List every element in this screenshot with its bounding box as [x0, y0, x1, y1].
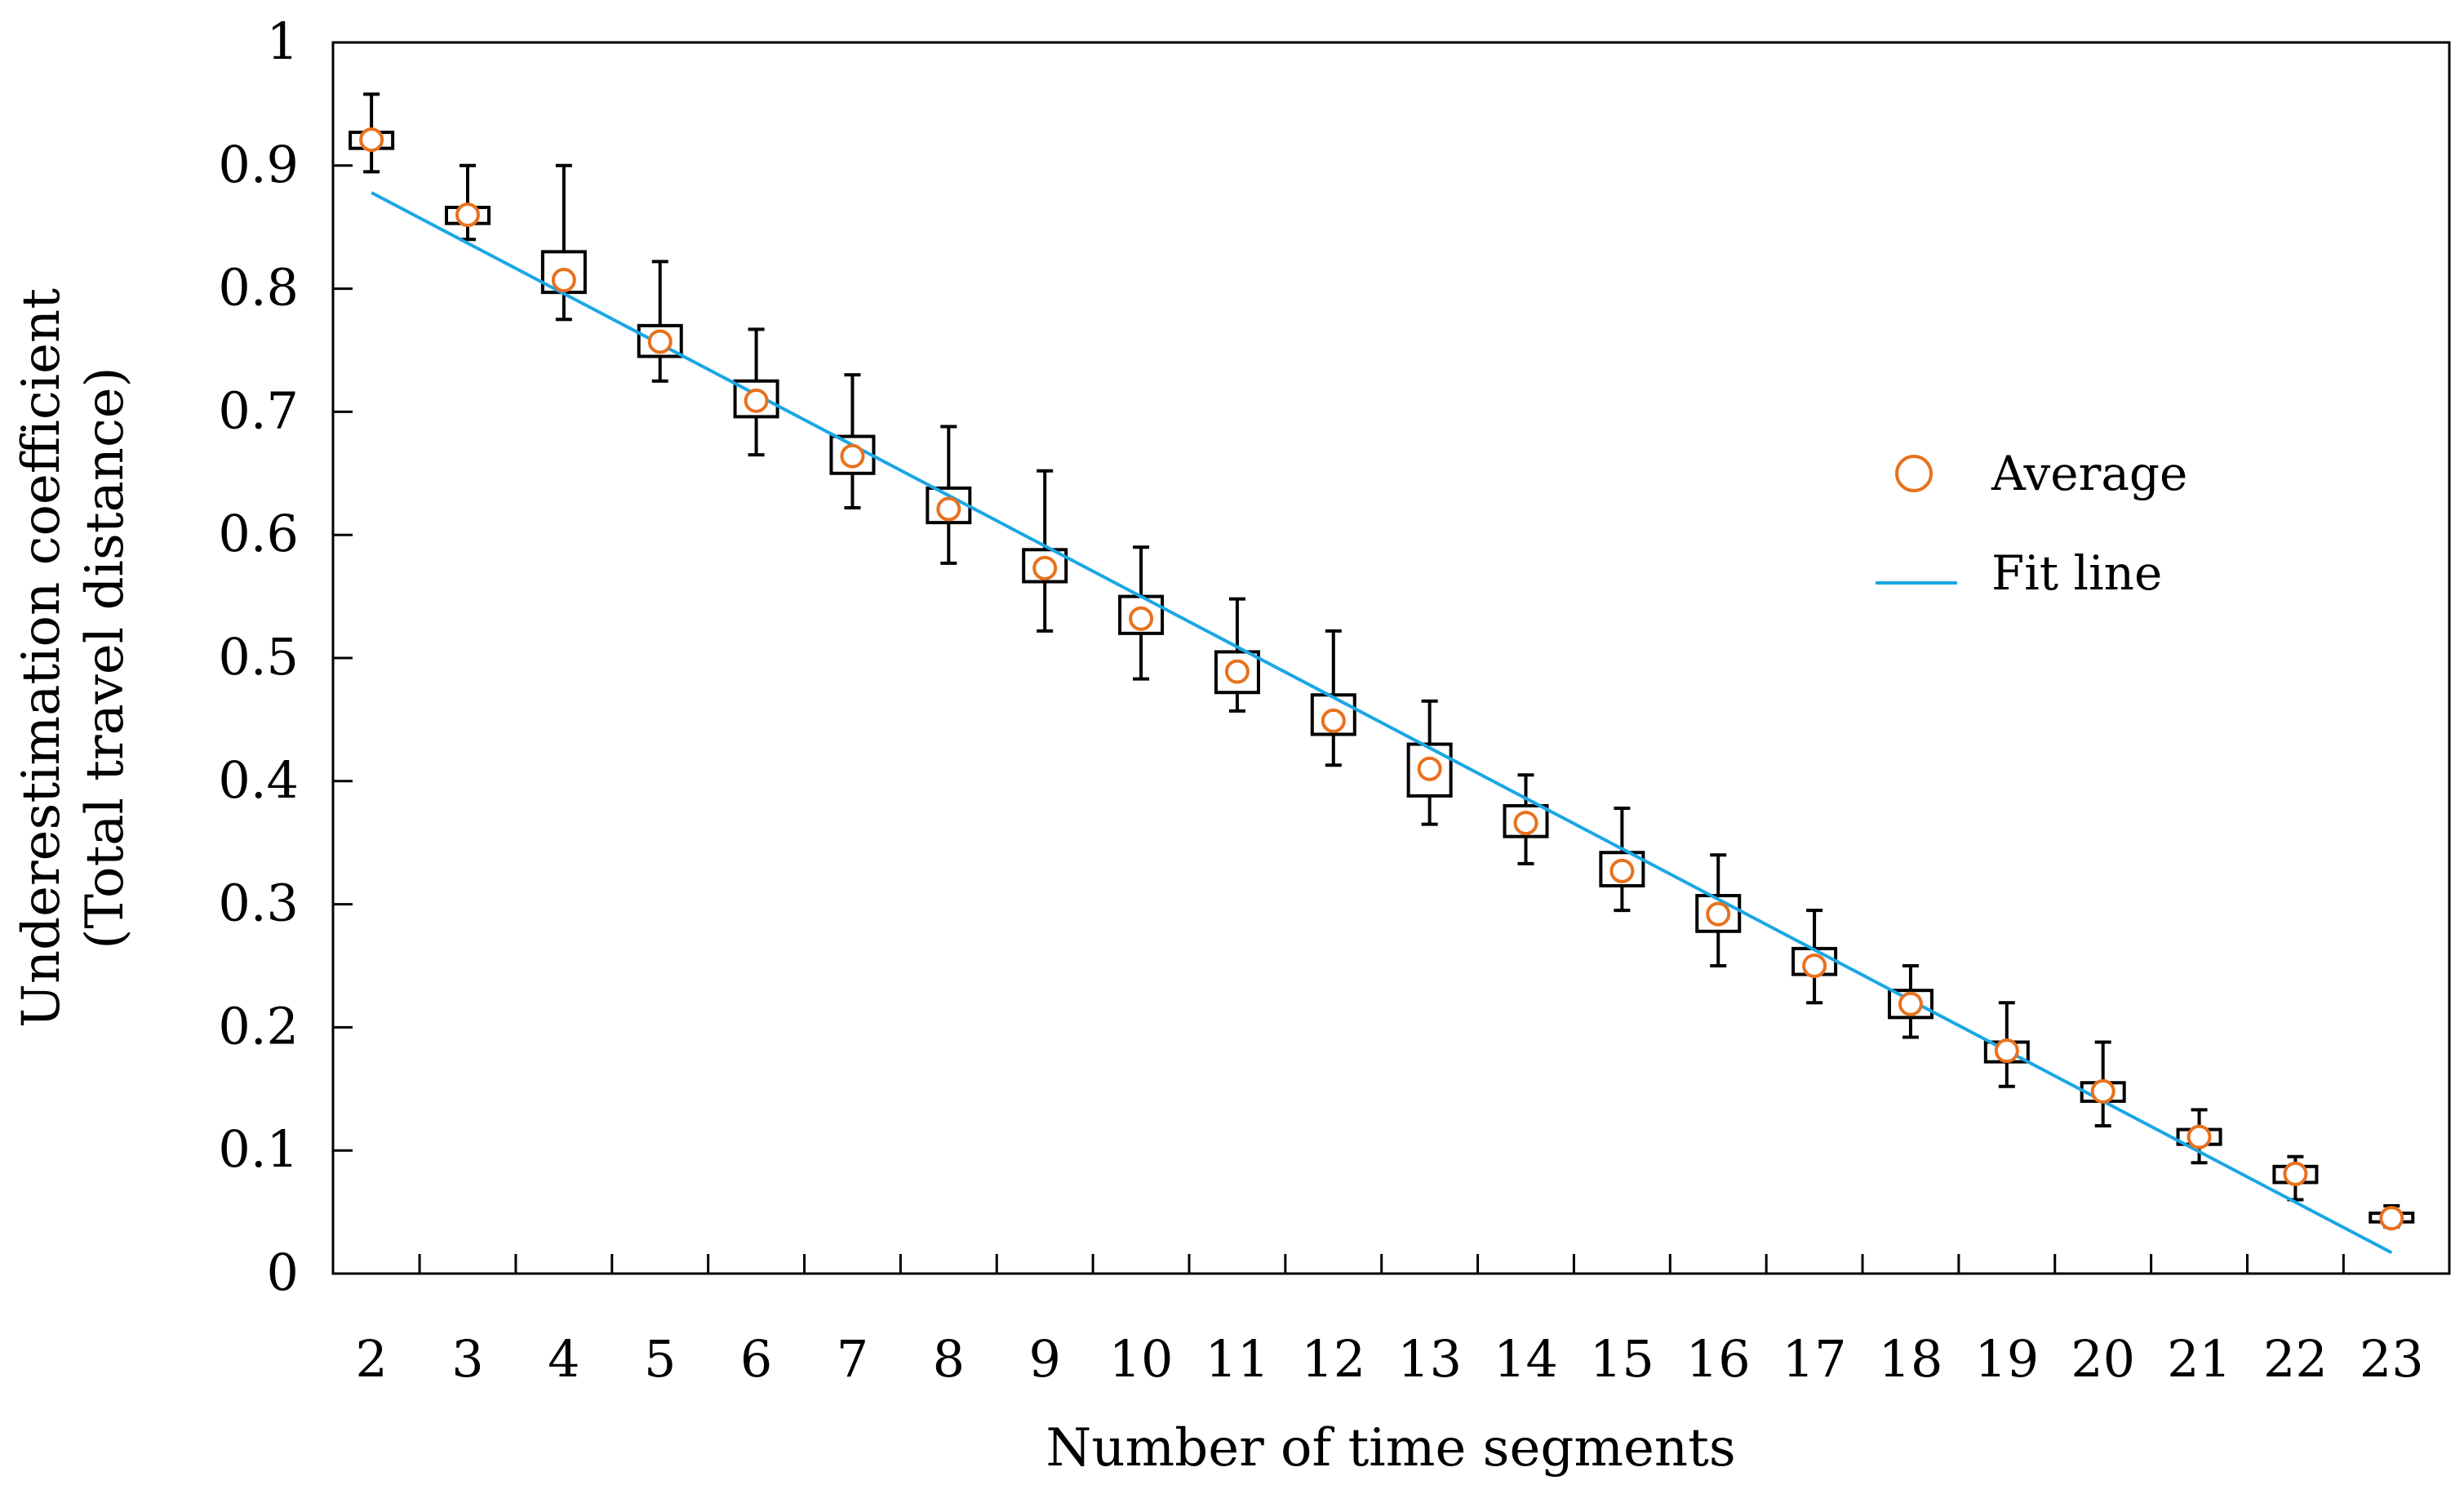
x-tick-label: 4	[548, 1329, 579, 1389]
average-marker-12	[1321, 708, 1346, 733]
box-5	[637, 260, 683, 383]
y-tick-label: 0.7	[218, 380, 299, 440]
legend-fit-line-label: Fit line	[1991, 545, 2162, 601]
x-tick-label: 8	[933, 1329, 965, 1389]
average-marker-20	[2090, 1078, 2115, 1104]
x-tick-label: 11	[1205, 1329, 1269, 1389]
x-axis-title: Number of time segments	[1046, 1418, 1735, 1478]
y-tick-label: 0	[267, 1243, 299, 1302]
x-tick-label: 23	[2360, 1329, 2424, 1389]
y-tick-label: 0.9	[218, 135, 299, 194]
average-marker-4	[551, 268, 576, 293]
average-marker-9	[1032, 555, 1058, 580]
average-marker-11	[1224, 659, 1250, 684]
average-marker-6	[744, 388, 769, 413]
box-3	[445, 163, 491, 242]
x-tick-label: 22	[2263, 1329, 2328, 1389]
x-tick-label: 19	[1974, 1329, 2039, 1389]
y-tick-label: 0.5	[218, 627, 299, 687]
average-marker-18	[1898, 991, 1923, 1016]
average-marker-17	[1802, 954, 1827, 978]
y-tick-label: 0.2	[218, 996, 299, 1056]
x-tick-label: 18	[1879, 1329, 1943, 1389]
x-tick-label: 12	[1301, 1329, 1365, 1389]
y-axis-ticks: 0 0.1 0.2 0.3 0.4 0.5 0.6 0.7 0.8 0.9 1	[218, 11, 353, 1302]
x-tick-label: 5	[644, 1329, 676, 1389]
y-tick-label: 0.1	[218, 1119, 299, 1179]
x-tick-label: 10	[1109, 1329, 1174, 1389]
average-marker-5	[647, 329, 673, 354]
x-tick-label: 15	[1590, 1329, 1654, 1389]
average-marker-19	[1994, 1038, 2019, 1064]
plot-frame	[331, 41, 2451, 1275]
x-tick-label: 21	[2167, 1329, 2231, 1389]
average-marker-10	[1129, 606, 1154, 631]
average-marker-8	[936, 496, 961, 522]
average-marker-21	[2187, 1124, 2212, 1149]
x-tick-label: 13	[1397, 1329, 1462, 1389]
x-tick-label: 16	[1686, 1329, 1751, 1389]
fit-line	[371, 191, 2393, 1255]
x-tick-label: 2	[355, 1329, 387, 1389]
average-marker-14	[1513, 811, 1538, 836]
box-series	[349, 92, 2415, 1229]
average-marker-23	[2379, 1206, 2404, 1231]
box-4	[540, 163, 587, 322]
average-marker-7	[840, 443, 865, 469]
average-markers	[359, 127, 2404, 1231]
average-marker-22	[2283, 1161, 2308, 1186]
average-marker-16	[1706, 901, 1731, 927]
y-tick-label: 0.3	[218, 874, 299, 933]
fit-line-layer	[371, 191, 2393, 1255]
average-marker-2	[359, 127, 384, 153]
y-tick-label: 1	[267, 11, 299, 71]
x-axis-ticks: 2 3 4 5 6 7 8 9 10 11 12 13 14 15 16 17 18 19 20 21 22 23	[355, 1254, 2424, 1389]
average-marker-15	[1609, 858, 1635, 883]
box-7	[829, 373, 876, 510]
average-marker-13	[1417, 756, 1442, 781]
average-marker-3	[455, 202, 481, 228]
box-13	[1406, 699, 1453, 826]
legend-average-label: Average	[1991, 446, 2187, 501]
x-tick-label: 9	[1028, 1329, 1060, 1389]
box-9	[1022, 469, 1068, 633]
box-body	[1406, 742, 1453, 798]
x-tick-label: 6	[740, 1329, 772, 1389]
y-tick-label: 0.6	[218, 504, 299, 563]
legend-average-marker	[1895, 455, 1933, 492]
y-axis-title-line2: (Total travel distance)	[75, 367, 135, 949]
y-axis-title-line1: Underestimation coefficient	[11, 288, 72, 1028]
y-tick-label: 0.8	[218, 258, 299, 318]
x-tick-label: 20	[2071, 1329, 2135, 1389]
legend: Average Fit line	[1876, 446, 2187, 601]
x-tick-label: 14	[1494, 1329, 1558, 1389]
x-tick-label: 3	[451, 1329, 483, 1389]
box-10	[1118, 545, 1165, 681]
y-tick-label: 0.4	[218, 750, 299, 810]
x-tick-label: 7	[837, 1329, 868, 1389]
x-tick-label: 17	[1783, 1329, 1847, 1389]
